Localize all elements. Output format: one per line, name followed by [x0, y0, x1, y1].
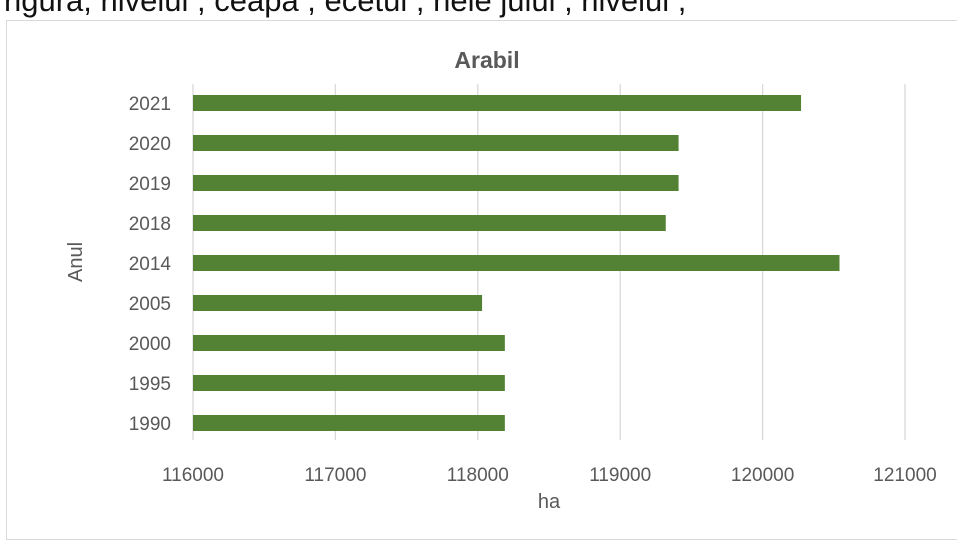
x-tick-label: 120000: [731, 465, 794, 486]
bar-chart: 2021 2020 2019 2018 2014 2005 2000 1995 1990 116…: [65, 47, 937, 511]
bar-2005: [193, 295, 483, 311]
bar-2018: [193, 215, 666, 231]
y-tick-label: 1995: [129, 374, 171, 395]
y-tick-label: 2014: [129, 254, 172, 275]
x-tick-label: 117000: [304, 465, 366, 486]
y-axis-title: Anul: [65, 242, 87, 282]
bar-2014: [193, 255, 840, 271]
y-tick-label: 2018: [129, 214, 171, 235]
y-tick-label: 2021: [129, 94, 171, 115]
bar-1995: [193, 375, 505, 391]
bar-2020: [193, 135, 679, 151]
bars: [193, 95, 840, 431]
y-tick-label: 2019: [129, 174, 171, 195]
y-tick-label: 2000: [129, 334, 171, 355]
x-tick-label: 119000: [589, 465, 651, 486]
chart-title: Arabil: [454, 47, 519, 73]
bar-2021: [193, 95, 802, 111]
bar-1990: [193, 415, 505, 431]
bar-2000: [193, 335, 505, 351]
bar-2019: [193, 175, 679, 191]
x-tick-label: 116000: [162, 465, 224, 486]
y-tick-label: 1990: [129, 414, 171, 435]
y-tick-label: 2020: [129, 134, 171, 155]
category-labels: 2021 2020 2019 2018 2014 2005 2000 1995 1990: [129, 94, 172, 435]
y-tick-label: 2005: [129, 294, 171, 315]
x-axis-title: ha: [538, 491, 561, 511]
value-axis-labels: 116000 117000 118000 119000 120000 121000: [162, 465, 937, 486]
x-tick-label: 121000: [873, 465, 936, 486]
x-tick-label: 118000: [447, 465, 509, 486]
cropped-paragraph-text: ngura, nivelul , ceapa , ecetul , nele j…: [4, 0, 687, 18]
